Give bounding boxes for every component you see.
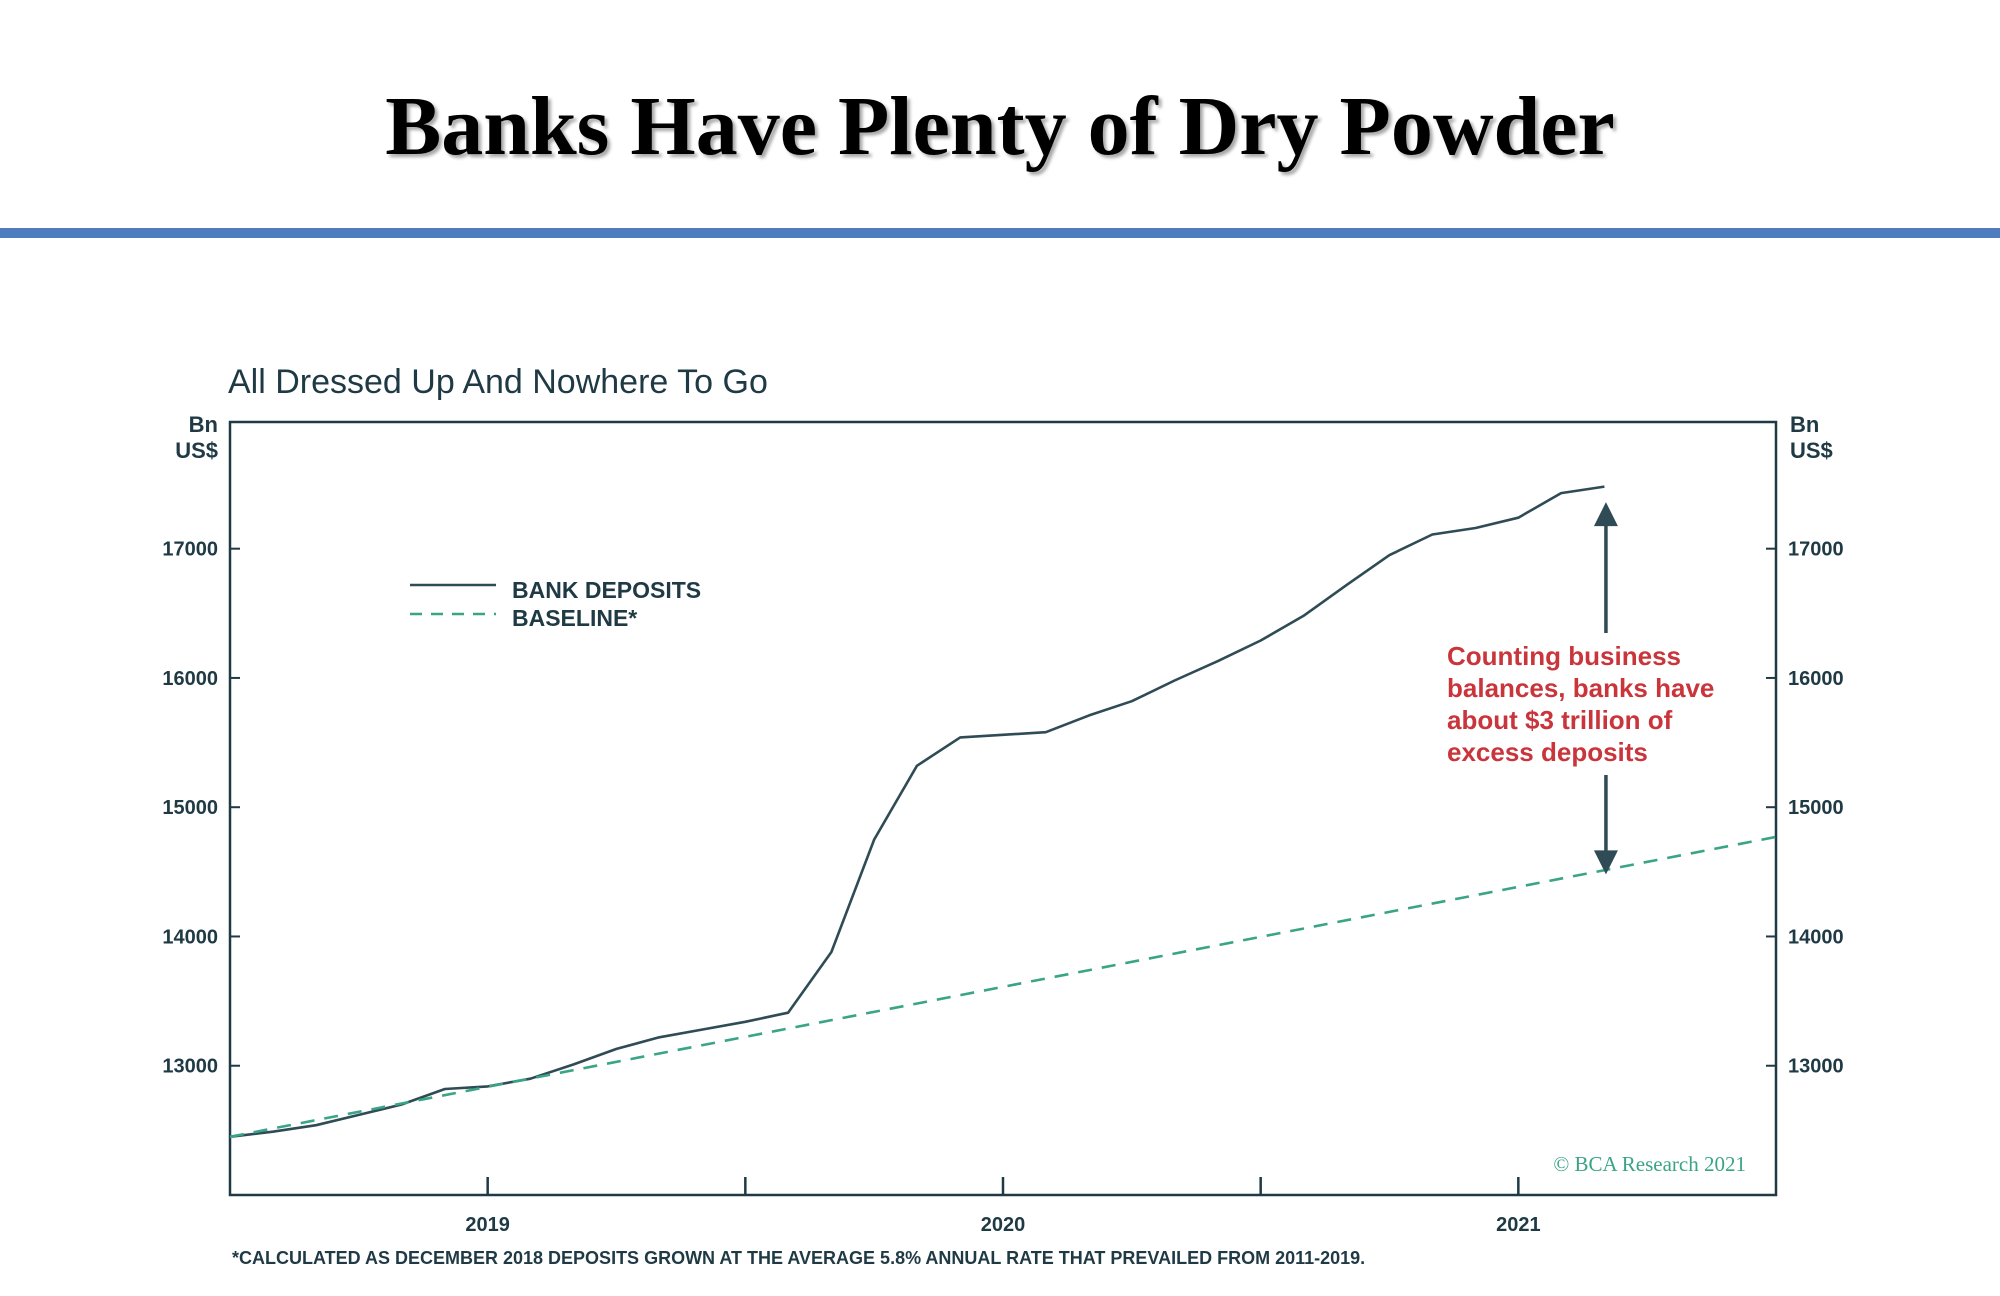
x-tick-label: 2021 xyxy=(1496,1214,1541,1236)
left-unit-line-2: US$ xyxy=(175,438,218,463)
credit: © BCA Research 2021 xyxy=(1553,1152,1746,1176)
annotation-text: Counting business balances, banks have a… xyxy=(1447,641,1714,767)
y-tick-left-label: 15000 xyxy=(162,797,218,819)
right-unit-line-1: Bn xyxy=(1790,412,1819,437)
y-tick-right-label: 15000 xyxy=(1788,797,1844,819)
bank-deposits-line xyxy=(229,485,1605,1139)
arrow-up-head xyxy=(1593,502,1618,527)
slide-title: Banks Have Plenty of Dry Powder xyxy=(385,80,1615,173)
x-axis: 2019 2020 2021 xyxy=(465,1177,1541,1236)
annotation-line-1: Counting business xyxy=(1447,641,1681,671)
legend: BANK DEPOSITS BASELINE* xyxy=(410,577,701,631)
annotation-line-4: excess deposits xyxy=(1447,737,1648,767)
y-tick-right-label: 17000 xyxy=(1788,539,1844,561)
y-tick-right-label: 13000 xyxy=(1788,1056,1844,1078)
series-layer xyxy=(229,485,1777,1139)
right-unit-line-2: US$ xyxy=(1790,438,1833,463)
title-rule xyxy=(0,228,2000,238)
y-tick-left-label: 17000 xyxy=(162,539,218,561)
x-tick-label: 2020 xyxy=(981,1214,1026,1236)
y-tick-right-label: 16000 xyxy=(1788,668,1844,690)
annotation-line-3: about $3 trillion of xyxy=(1447,705,1673,735)
annotation-line-2: balances, banks have xyxy=(1447,673,1714,703)
y-tick-left-label: 16000 xyxy=(162,668,218,690)
y-tick-right-label: 14000 xyxy=(1788,926,1844,948)
y-tick-left-label: 14000 xyxy=(162,926,218,948)
baseline-line xyxy=(229,835,1777,1139)
legend-deposits-label: BANK DEPOSITS xyxy=(512,577,701,603)
y-axis-left: 13000 14000 15000 16000 17000 xyxy=(162,539,240,1078)
y-axis-right: 13000 14000 15000 16000 17000 xyxy=(1766,539,1844,1078)
annotation-arrow xyxy=(1593,502,1618,875)
chart-title: All Dressed Up And Nowhere To Go xyxy=(228,363,768,401)
arrow-down-head xyxy=(1593,850,1618,875)
x-tick-label: 2019 xyxy=(465,1214,510,1236)
footnote: *CALCULATED AS DECEMBER 2018 DEPOSITS GR… xyxy=(232,1248,1365,1268)
left-unit-line-1: Bn xyxy=(189,412,218,437)
plot-frame xyxy=(228,420,1778,1197)
legend-baseline-label: BASELINE* xyxy=(512,605,637,631)
y-tick-left-label: 13000 xyxy=(162,1056,218,1078)
